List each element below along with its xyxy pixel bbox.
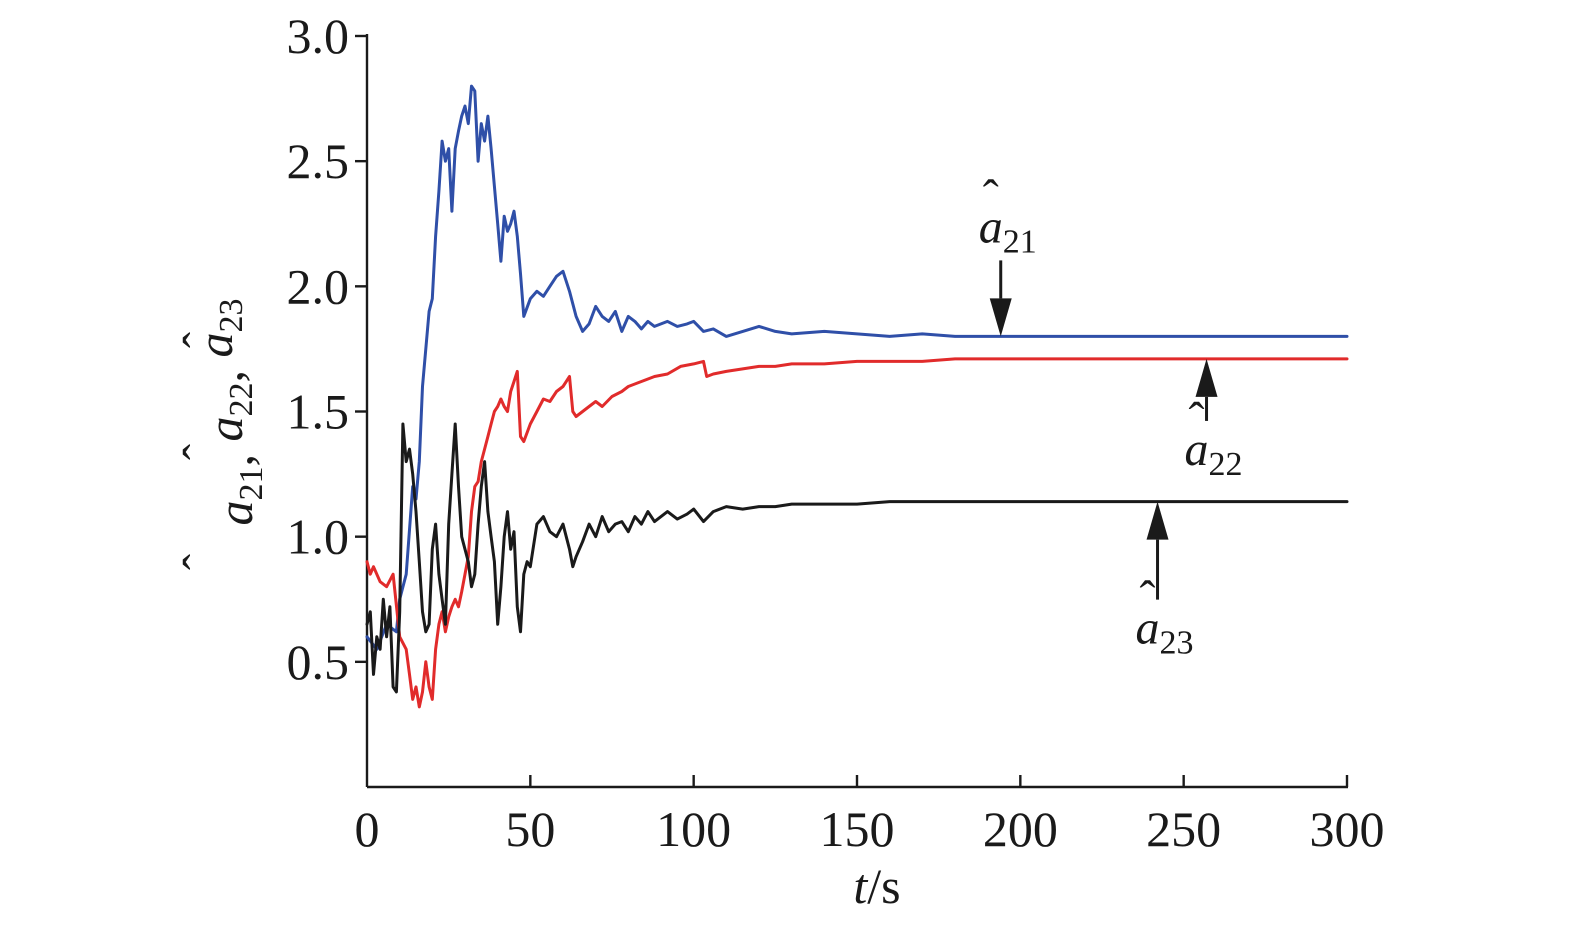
tick-group: 0.5 1.0 1.5 2.0 2.5 3.0 0 50 100 150 200 250 300	[287, 8, 1385, 857]
x-tick-label: 150	[820, 801, 895, 857]
y-tick-label: 1.0	[287, 509, 350, 565]
svg-text:a22: a22	[1185, 423, 1243, 483]
y-tick-label: 1.5	[287, 384, 350, 440]
y-tick-label: 3.0	[287, 8, 350, 64]
arrow-head	[1146, 501, 1169, 540]
y-tick-label: 2.5	[287, 133, 350, 189]
hat-accent: ˆ	[1140, 572, 1156, 625]
x-axis-label: t/s	[853, 858, 900, 914]
arrow-head	[1195, 358, 1218, 397]
x-tick-label: 100	[656, 801, 731, 857]
series-line-a22	[365, 357, 1349, 709]
arrow-head	[989, 298, 1012, 337]
x-tick-label: 200	[983, 801, 1058, 857]
svg-text:a21: a21	[979, 200, 1037, 260]
x-tick-label: 50	[505, 801, 555, 857]
y-label-hat-accent: ˆ	[174, 332, 227, 348]
hat-accent: ˆ	[1189, 393, 1205, 446]
y-axis-label: a21, a22, a23	[187, 299, 270, 526]
series-group	[365, 84, 1349, 709]
y-label-hat-accent: ˆ	[174, 444, 227, 460]
y-tick-label: 0.5	[287, 634, 350, 690]
x-tick-label: 0	[355, 801, 380, 857]
series-line-a23	[365, 422, 1349, 694]
hat-accent: ˆ	[983, 170, 999, 223]
x-tick-label: 250	[1146, 801, 1221, 857]
x-tick-label: 300	[1310, 801, 1385, 857]
svg-text:a23: a23	[1136, 602, 1194, 662]
y-tick-label: 2.0	[287, 258, 350, 314]
y-label-hat-accent: ˆ	[174, 554, 227, 570]
series-line-a21	[365, 84, 1349, 651]
